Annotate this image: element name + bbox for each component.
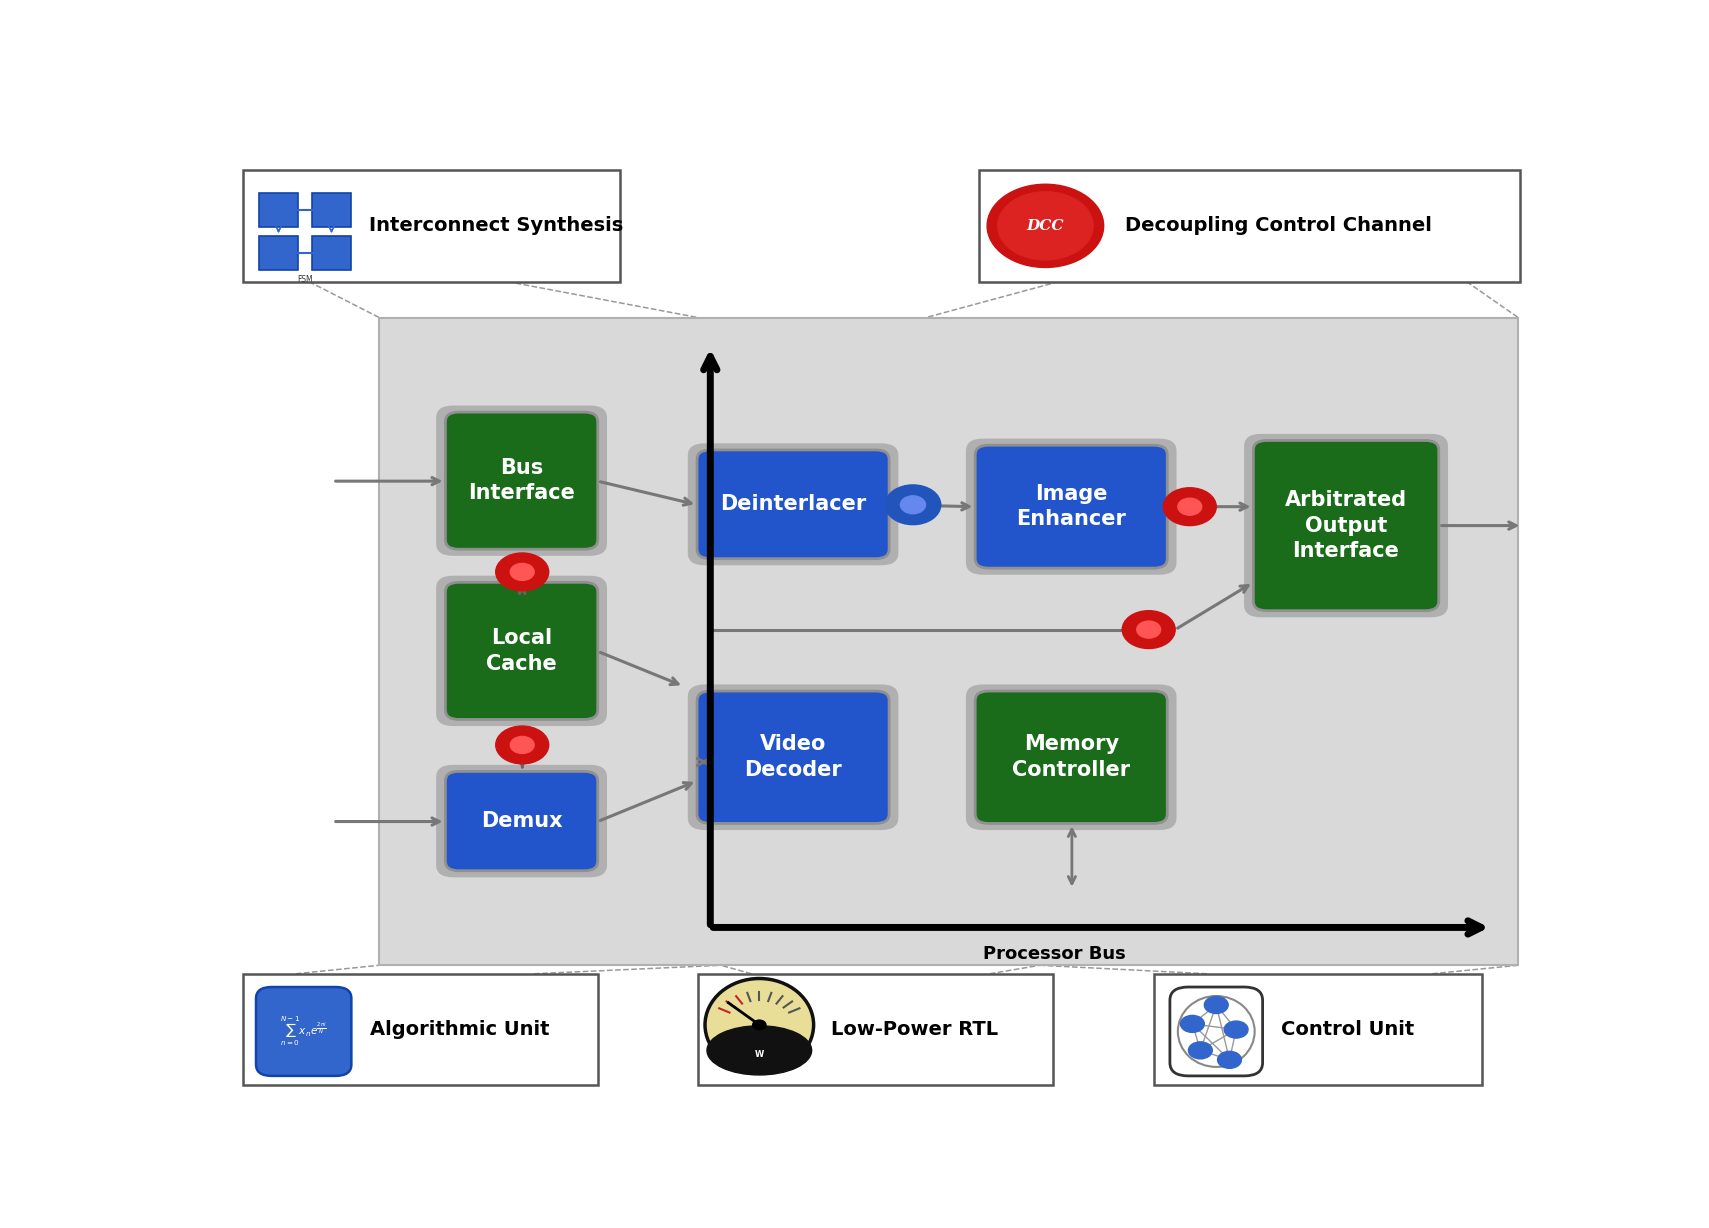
FancyBboxPatch shape xyxy=(697,449,889,559)
Bar xyxy=(258,236,299,270)
Text: DCC: DCC xyxy=(1027,219,1065,233)
Bar xyxy=(1154,974,1482,1086)
Text: Interconnect Synthesis: Interconnect Synthesis xyxy=(369,216,622,236)
Circle shape xyxy=(496,553,549,591)
Circle shape xyxy=(901,496,926,513)
Bar xyxy=(243,169,620,281)
Circle shape xyxy=(1181,1016,1205,1033)
FancyBboxPatch shape xyxy=(436,765,607,877)
Bar xyxy=(311,236,352,270)
Text: Low-Power RTL: Low-Power RTL xyxy=(831,1020,998,1039)
Circle shape xyxy=(1217,1051,1241,1068)
Text: Algorithmic Unit: Algorithmic Unit xyxy=(369,1020,549,1039)
Circle shape xyxy=(988,184,1104,268)
Text: Decoupling Control Channel: Decoupling Control Channel xyxy=(1125,216,1432,236)
Text: Bus
Interface: Bus Interface xyxy=(468,458,574,503)
Text: Memory
Controller: Memory Controller xyxy=(1012,734,1130,780)
Circle shape xyxy=(1178,499,1201,516)
Circle shape xyxy=(1164,488,1217,526)
FancyBboxPatch shape xyxy=(976,446,1167,569)
Text: Arbitrated
Output
Interface: Arbitrated Output Interface xyxy=(1285,490,1407,561)
Circle shape xyxy=(998,192,1094,260)
FancyBboxPatch shape xyxy=(976,691,1167,824)
Text: FSM: FSM xyxy=(297,275,313,284)
Text: $\sum_{n=0}^{N-1}x_n e^{\frac{2\pi i}{N}}$: $\sum_{n=0}^{N-1}x_n e^{\frac{2\pi i}{N}… xyxy=(280,1014,326,1047)
Ellipse shape xyxy=(708,1025,812,1074)
Bar xyxy=(979,169,1519,281)
FancyBboxPatch shape xyxy=(966,438,1176,575)
Circle shape xyxy=(1136,621,1160,639)
Circle shape xyxy=(496,726,549,764)
FancyBboxPatch shape xyxy=(697,691,889,824)
Circle shape xyxy=(1188,1041,1212,1059)
Text: Processor Bus: Processor Bus xyxy=(983,944,1126,963)
Circle shape xyxy=(752,1020,766,1029)
Circle shape xyxy=(511,564,535,581)
FancyBboxPatch shape xyxy=(966,684,1176,830)
Bar xyxy=(311,193,352,227)
Bar xyxy=(699,974,1053,1086)
Text: Local
Cache: Local Cache xyxy=(485,628,557,674)
Circle shape xyxy=(885,485,940,524)
FancyBboxPatch shape xyxy=(256,987,352,1076)
Circle shape xyxy=(1123,610,1176,648)
Text: Demux: Demux xyxy=(480,810,562,831)
Ellipse shape xyxy=(706,979,813,1071)
FancyBboxPatch shape xyxy=(687,684,899,830)
Circle shape xyxy=(1224,1020,1248,1038)
FancyBboxPatch shape xyxy=(436,405,607,556)
Circle shape xyxy=(511,737,535,754)
FancyBboxPatch shape xyxy=(1244,433,1448,618)
Circle shape xyxy=(1205,996,1229,1013)
Text: Image
Enhancer: Image Enhancer xyxy=(1017,484,1126,529)
FancyBboxPatch shape xyxy=(687,443,899,565)
FancyBboxPatch shape xyxy=(446,413,598,549)
FancyBboxPatch shape xyxy=(446,771,598,871)
Text: Control Unit: Control Unit xyxy=(1282,1020,1415,1039)
FancyBboxPatch shape xyxy=(446,582,598,720)
Text: Deinterlacer: Deinterlacer xyxy=(719,495,866,515)
Text: W: W xyxy=(755,1050,764,1059)
Bar xyxy=(243,974,598,1086)
Bar xyxy=(258,193,299,227)
FancyBboxPatch shape xyxy=(1171,987,1263,1076)
Text: Video
Decoder: Video Decoder xyxy=(743,734,843,780)
FancyBboxPatch shape xyxy=(1253,441,1439,610)
FancyBboxPatch shape xyxy=(436,576,607,726)
Bar xyxy=(379,318,1518,965)
